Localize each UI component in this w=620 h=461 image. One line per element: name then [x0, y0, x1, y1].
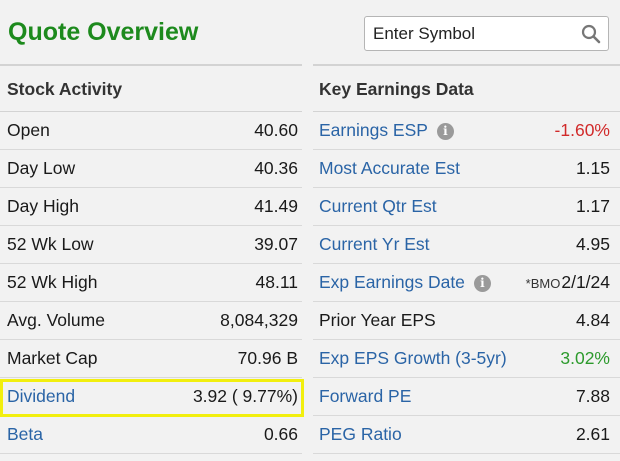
table-row-current-yr-est: Current Yr Est 4.95: [313, 226, 620, 264]
table-row-open: Open 40.60: [0, 112, 302, 150]
key-earnings-panel: Key Earnings Data Earnings ESP i -1.60% M…: [313, 64, 620, 454]
row-value: 2.61: [575, 424, 610, 444]
current-qtr-est-link[interactable]: Current Qtr Est: [319, 196, 437, 216]
table-row-forward-pe: Forward PE 7.88: [313, 378, 620, 416]
exp-eps-growth-link[interactable]: Exp EPS Growth (3-5yr): [319, 348, 507, 368]
row-value: 3.02%: [560, 348, 610, 368]
table-row-avg-volume: Avg. Volume 8,084,329: [0, 302, 302, 340]
row-value: 1.17: [575, 196, 610, 216]
row-value: 41.49: [254, 196, 298, 216]
info-icon[interactable]: i: [436, 123, 454, 140]
page-title: Quote Overview: [8, 18, 199, 46]
table-row-most-accurate-est: Most Accurate Est 1.15: [313, 150, 620, 188]
row-value: -1.60%: [554, 120, 610, 140]
table-row-peg-ratio: PEG Ratio 2.61: [313, 416, 620, 454]
info-icon[interactable]: i: [473, 275, 491, 292]
row-value-group: *BMO2/1/24: [526, 272, 610, 293]
row-value: 40.60: [254, 120, 298, 140]
row-label: Market Cap: [7, 348, 98, 368]
row-value: 2/1/24: [561, 272, 610, 292]
beta-link[interactable]: Beta: [7, 424, 43, 444]
row-value: 1.15: [575, 158, 610, 178]
current-yr-est-link[interactable]: Current Yr Est: [319, 234, 430, 254]
bmo-prefix: *BMO: [525, 276, 561, 291]
exp-earnings-date-link[interactable]: Exp Earnings Date: [319, 272, 465, 292]
row-value: 40.36: [254, 158, 298, 178]
stock-activity-panel: Stock Activity Open 40.60 Day Low 40.36 …: [0, 64, 302, 454]
row-label: Day Low: [7, 158, 76, 178]
earnings-esp-link[interactable]: Earnings ESP: [319, 120, 428, 140]
symbol-search-box[interactable]: [364, 16, 609, 51]
row-label: 52 Wk Low: [7, 234, 94, 254]
table-row-market-cap: Market Cap 70.96 B: [0, 340, 302, 378]
table-row-current-qtr-est: Current Qtr Est 1.17: [313, 188, 620, 226]
row-label: Prior Year EPS: [319, 310, 436, 330]
table-row-day-low: Day Low 40.36: [0, 150, 302, 188]
row-label-group: Earnings ESP i: [319, 120, 454, 141]
row-value: 0.66: [263, 424, 298, 444]
table-row-exp-earnings-date: Exp Earnings Date i *BMO2/1/24: [313, 264, 620, 302]
symbol-search-input[interactable]: [365, 17, 565, 50]
table-row-dividend: Dividend 3.92 ( 9.77%): [0, 378, 302, 416]
table-row-prior-year-eps: Prior Year EPS 4.84: [313, 302, 620, 340]
row-value: 48.11: [255, 272, 299, 292]
table-row-beta: Beta 0.66: [0, 416, 302, 454]
row-label-group: Exp Earnings Date i: [319, 272, 491, 293]
most-accurate-est-link[interactable]: Most Accurate Est: [319, 158, 461, 178]
row-value: 39.07: [254, 234, 298, 254]
table-row-day-high: Day High 41.49: [0, 188, 302, 226]
table-row-exp-eps-growth: Exp EPS Growth (3-5yr) 3.02%: [313, 340, 620, 378]
row-value: 8,084,329: [220, 310, 298, 330]
row-value: 4.84: [575, 310, 610, 330]
row-value: 7.88: [575, 386, 610, 406]
search-icon[interactable]: [581, 24, 601, 44]
peg-ratio-link[interactable]: PEG Ratio: [319, 424, 402, 444]
forward-pe-link[interactable]: Forward PE: [319, 386, 412, 406]
row-value: 4.95: [575, 234, 610, 254]
row-label: Avg. Volume: [7, 310, 105, 330]
row-value: 70.96 B: [237, 348, 298, 368]
row-label: Open: [7, 120, 50, 140]
table-row-52wk-low: 52 Wk Low 39.07: [0, 226, 302, 264]
table-row-52wk-high: 52 Wk High 48.11: [0, 264, 302, 302]
row-label: 52 Wk High: [7, 272, 98, 292]
table-row-earnings-esp: Earnings ESP i -1.60%: [313, 112, 620, 150]
row-value: 3.92 ( 9.77%): [192, 386, 298, 406]
row-label: Day High: [7, 196, 79, 216]
stock-activity-heading: Stock Activity: [0, 64, 302, 112]
key-earnings-heading: Key Earnings Data: [313, 64, 620, 112]
dividend-link[interactable]: Dividend: [7, 386, 76, 406]
